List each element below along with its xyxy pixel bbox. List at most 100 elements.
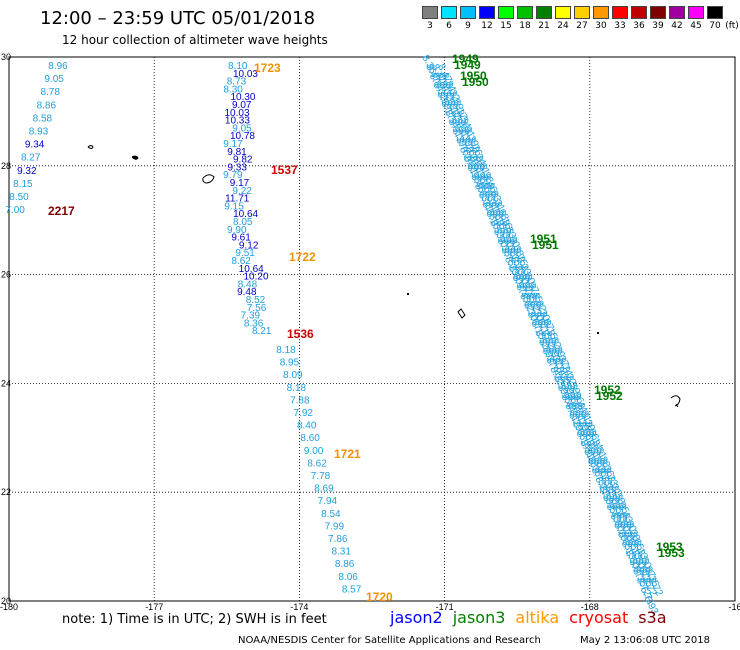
legend-label: 42 [671, 21, 683, 31]
swh-value-mid: 8.10 [228, 61, 248, 72]
lat-tick-label: 24 [1, 378, 11, 388]
swh-value-mid: 8.73 [227, 77, 247, 88]
legend-swatch [688, 6, 704, 19]
swh-value-south: 7.78 [311, 471, 331, 482]
swh-value-west: 8.50 [9, 192, 29, 203]
swh-value-west: 8.96 [48, 61, 68, 72]
pass-time-label: 1949 [454, 58, 481, 72]
legend-swatch [498, 6, 514, 19]
satellite-legend-item: jason2 [390, 608, 443, 627]
legend-swatch [707, 6, 723, 19]
swh-value-mid: 9.48 [237, 287, 257, 298]
island-shape [597, 332, 599, 334]
swh-value-south: 8.06 [338, 572, 358, 583]
swh-value-mid: 10.33 [225, 116, 250, 127]
legend-swatch [555, 6, 571, 19]
swh-value-mid: 8.62 [231, 256, 251, 267]
legend-swatch [631, 6, 647, 19]
satellite-legend-item: altika [515, 608, 560, 627]
lon-tick-label: -180 [0, 602, 18, 612]
swh-value-south: 8.18 [276, 345, 296, 356]
swh-value-mid: 8.52 [246, 295, 266, 306]
pass-time-label: 1537 [271, 163, 298, 177]
credit-line: NOAA/NESDIS Center for Satellite Applica… [238, 635, 541, 646]
swh-value-mid: 9.15 [224, 201, 244, 212]
swh-value-mid: 9.79 [223, 170, 243, 181]
island-shape [131, 155, 139, 160]
legend-swatch [422, 6, 438, 19]
swh-value-mid: 9.17 [230, 178, 250, 189]
swh-value-mid: 10.30 [230, 92, 255, 103]
pass-time-label: 1723 [254, 61, 281, 75]
pass-time-label: 1953 [656, 540, 683, 554]
legend-label: 39 [652, 21, 664, 31]
lon-tick-label: -16 [728, 602, 740, 612]
map-subtitle: 12 hour collection of altimeter wave hei… [62, 33, 328, 47]
satellite-legend-item: jason3 [452, 608, 506, 627]
swh-value-south: 8.57 [342, 584, 362, 595]
pass-time-label: 1721 [334, 447, 361, 461]
swh-value-mid: 9.17 [223, 139, 243, 150]
pass-time-label: 1950 [460, 69, 487, 83]
swh-value-south: 7.94 [318, 496, 338, 507]
swh-value-mid: 9.90 [227, 225, 247, 236]
pass-time-label: 1951 [530, 232, 557, 246]
pass-time-label: 2217 [48, 204, 75, 218]
swh-value-south: 7.86 [328, 534, 348, 545]
legend-label: 15 [500, 21, 512, 31]
swh-value-mid: 9.51 [235, 248, 255, 259]
swh-value-west: 8.15 [13, 179, 33, 190]
pass-time-label: 1949 [452, 52, 479, 66]
legend-swatch [460, 6, 476, 19]
legend-label: 12 [481, 21, 493, 31]
swh-value-mid: 9.12 [239, 240, 259, 251]
swh-value-mid: 8.36 [244, 318, 264, 329]
lat-tick-label: 28 [1, 161, 11, 171]
swh-value-south: 8.40 [297, 421, 317, 432]
legend-label: 21 [538, 21, 550, 31]
pass-time-label: 1536 [287, 327, 314, 341]
island-shape [670, 395, 681, 408]
swh-value-mid: 10.64 [233, 209, 258, 220]
swh-value-mid: 9.05 [232, 123, 252, 134]
swh-value-west: 9.05 [44, 74, 64, 85]
swh-value-mid: 7.39 [241, 311, 261, 322]
swh-value-mid: 8.30 [223, 84, 243, 95]
satellite-legend-item: cryosat [569, 608, 629, 627]
lat-tick-label: 26 [1, 270, 11, 280]
swh-value-south: 7.88 [290, 395, 310, 406]
legend-label: 6 [446, 21, 452, 31]
swh-value-mid: 9.07 [232, 100, 252, 111]
swh-value-south: 8.18 [287, 383, 307, 394]
pass-time-label: 1722 [289, 250, 316, 264]
pass-time-label: 1952 [596, 389, 623, 403]
satellite-legend: jason2 jason3 altika cryosat s3a [390, 608, 677, 627]
swh-value-mid: 10.20 [244, 272, 269, 283]
swh-value-mid: 9.61 [231, 233, 251, 244]
swh-value-mid: 9.33 [227, 162, 247, 173]
map-frame [8, 56, 736, 602]
swh-value-west: 9.32 [17, 166, 37, 177]
footer-note: note: 1) Time is in UTC; 2) SWH is in fe… [62, 612, 327, 627]
swh-value-south: 7.92 [294, 408, 314, 419]
swh-value-mid: 10.03 [233, 69, 258, 80]
legend-label: 18 [519, 21, 531, 31]
swh-value-mid: 10.64 [239, 264, 264, 275]
swh-value-mid: 10.03 [225, 108, 250, 119]
legend-swatch [479, 6, 495, 19]
swh-value-west: 8.93 [29, 127, 49, 138]
legend-label: 70 [709, 21, 721, 31]
legend-label: 27 [576, 21, 588, 31]
swh-value-west: 8.78 [40, 87, 60, 98]
swh-value-west: 8.27 [21, 153, 41, 164]
swh-value-mid: 10.78 [230, 131, 255, 142]
legend-swatch [612, 6, 628, 19]
swh-value-south: 8.62 [307, 458, 327, 469]
legend-swatch [574, 6, 590, 19]
satellite-legend-item: s3a [638, 608, 667, 627]
legend-unit: (ft) [725, 21, 739, 31]
swh-value-south: 8.60 [300, 433, 320, 444]
swh-value-south: 8.09 [283, 370, 303, 381]
swh-value-mid: 9.22 [232, 186, 252, 197]
swh-value-mid: 11.71 [225, 194, 250, 205]
